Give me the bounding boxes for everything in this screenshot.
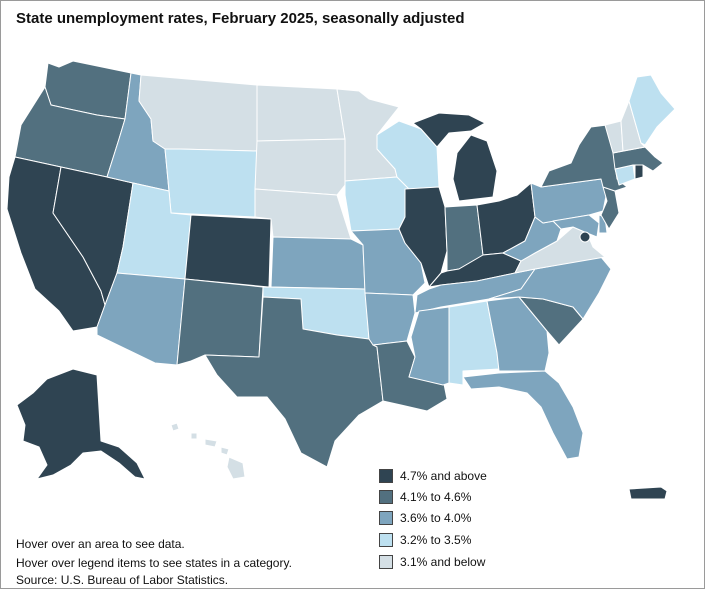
state-RI[interactable] [634, 164, 644, 180]
legend-label: 4.1% to 4.6% [400, 489, 472, 504]
legend-swatch [379, 532, 393, 547]
legend-label: 3.2% to 3.5% [400, 532, 472, 547]
legend-item-3-6-to-4-0[interactable]: 3.6% to 4.0% [379, 509, 559, 526]
legend-item-3-1-and-below[interactable]: 3.1% and below [379, 553, 559, 570]
legend-label: 4.7% and above [400, 468, 487, 483]
legend-item-3-2-to-3-5[interactable]: 3.2% to 3.5% [379, 531, 559, 548]
state-HI[interactable] [170, 422, 246, 480]
legend-swatch [379, 554, 393, 569]
state-MT[interactable] [138, 74, 258, 152]
legend-label: 3.1% and below [400, 554, 486, 569]
legend-item-4-1-to-4-6[interactable]: 4.1% to 4.6% [379, 488, 559, 505]
map-title: State unemployment rates, February 2025,… [16, 10, 465, 27]
hover-legend-note: Hover over legend items to see states in… [16, 556, 292, 570]
state-MD[interactable] [552, 214, 600, 238]
state-LA[interactable] [372, 340, 448, 412]
state-MS[interactable] [408, 306, 450, 386]
state-IA[interactable] [344, 176, 410, 232]
state-FL[interactable] [462, 370, 584, 460]
state-NM[interactable] [176, 278, 264, 366]
hover-area-note: Hover over an area to see data. [16, 537, 185, 551]
state-SD[interactable] [254, 138, 346, 196]
state-KS[interactable] [270, 236, 366, 290]
state-WY[interactable] [164, 148, 258, 218]
state-DC[interactable] [579, 231, 591, 243]
legend-label: 3.6% to 4.0% [400, 510, 472, 525]
legend-swatch [379, 510, 393, 525]
state-NH[interactable] [620, 100, 646, 152]
state-ME[interactable] [628, 74, 676, 146]
state-TX[interactable] [204, 296, 384, 468]
legend-swatch [379, 489, 393, 504]
source-note: Source: U.S. Bureau of Labor Statistics. [16, 573, 229, 587]
state-CO[interactable] [184, 214, 272, 288]
state-ND[interactable] [256, 84, 346, 142]
state-PR[interactable] [628, 486, 668, 500]
legend-item-4-7-and-above[interactable]: 4.7% and above [379, 467, 559, 484]
state-MA[interactable] [612, 146, 664, 172]
legend-swatch [379, 468, 393, 483]
state-AK[interactable] [16, 368, 146, 480]
state-AR[interactable] [364, 292, 416, 346]
state-MI[interactable] [412, 112, 498, 202]
